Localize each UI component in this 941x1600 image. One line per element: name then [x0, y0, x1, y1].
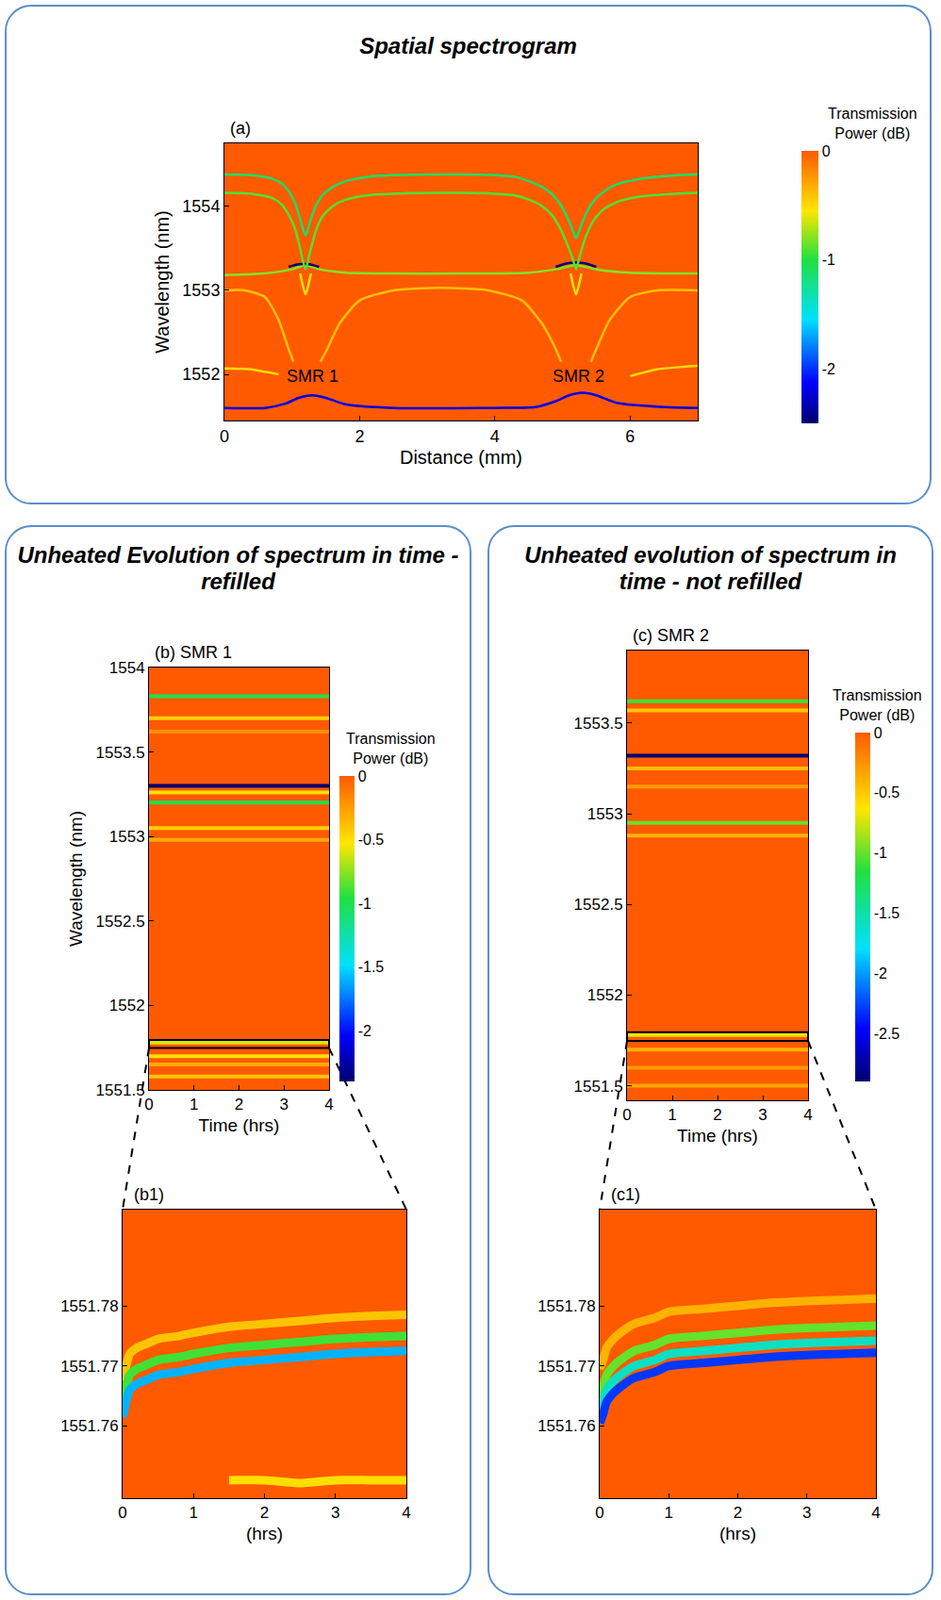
svg-text:3: 3: [330, 1503, 340, 1522]
svg-text:4: 4: [324, 1095, 333, 1114]
svg-text:Time (hrs): Time (hrs): [198, 1115, 281, 1136]
svg-text:1551.5: 1551.5: [574, 1077, 624, 1096]
svg-text:2: 2: [712, 1106, 722, 1124]
svg-text:1552: 1552: [181, 364, 220, 384]
svg-text:1552: 1552: [109, 996, 146, 1015]
svg-text:-2: -2: [874, 965, 888, 982]
svg-text:Wavelength (nm): Wavelength (nm): [66, 810, 86, 947]
svg-text:2: 2: [733, 1503, 743, 1522]
svg-text:1554: 1554: [181, 197, 220, 216]
svg-text:1553: 1553: [587, 805, 624, 824]
svg-text:1551.77: 1551.77: [60, 1357, 118, 1376]
svg-text:-1: -1: [358, 895, 372, 912]
svg-text:TransmissionPower (dB): TransmissionPower (dB): [346, 730, 436, 767]
svg-text:-1: -1: [822, 251, 836, 268]
html-text:Unheated Evolution of spectrum: Unheated Evolution of spectrum in time -…: [17, 542, 459, 595]
svg-text:(hrs): (hrs): [246, 1523, 283, 1544]
svg-text:0: 0: [117, 1503, 127, 1522]
svg-text:(c1): (c1): [610, 1185, 641, 1205]
svg-text:4: 4: [803, 1106, 812, 1124]
svg-text:TransmissionPower (dB): TransmissionPower (dB): [827, 105, 918, 142]
svg-text:SMR 1: SMR 1: [286, 366, 339, 386]
svg-text:4: 4: [490, 427, 500, 446]
svg-text:0: 0: [622, 1106, 631, 1124]
svg-text:1551.78: 1551.78: [537, 1297, 595, 1316]
svg-text:3: 3: [280, 1095, 289, 1114]
svg-text:0: 0: [594, 1503, 604, 1522]
svg-text:-2: -2: [358, 1023, 372, 1040]
svg-text:1553.5: 1553.5: [574, 714, 624, 733]
svg-text:(a): (a): [230, 118, 251, 138]
svg-text:1552.5: 1552.5: [96, 912, 146, 931]
svg-text:0: 0: [874, 725, 883, 742]
svg-text:6: 6: [625, 427, 635, 446]
svg-text:0: 0: [822, 143, 831, 160]
html-text:Unheated evolution of spectrum: Unheated evolution of spectrum in time -…: [524, 542, 897, 595]
svg-text:1553: 1553: [109, 827, 146, 846]
svg-text:SMR 2: SMR 2: [552, 366, 605, 386]
svg-text:1: 1: [189, 1503, 199, 1522]
svg-text:1552.5: 1552.5: [574, 895, 624, 914]
svg-text:1554: 1554: [109, 659, 146, 677]
svg-text:1551.78: 1551.78: [60, 1297, 118, 1316]
svg-text:-0.5: -0.5: [874, 784, 901, 801]
svg-text:(hrs): (hrs): [719, 1523, 757, 1544]
svg-text:1551.77: 1551.77: [537, 1357, 595, 1376]
svg-text:-1.5: -1.5: [874, 905, 901, 922]
svg-text:2: 2: [234, 1095, 244, 1114]
svg-text:0: 0: [219, 427, 230, 446]
svg-text:4: 4: [871, 1503, 880, 1522]
svg-text:3: 3: [802, 1503, 811, 1522]
svg-text:-1.5: -1.5: [358, 958, 385, 975]
svg-text:0: 0: [358, 768, 367, 785]
svg-text:1: 1: [189, 1095, 199, 1114]
svg-text:Wavelength (nm): Wavelength (nm): [151, 210, 173, 354]
svg-text:1551.5: 1551.5: [96, 1081, 146, 1100]
svg-text:-2: -2: [822, 361, 836, 378]
svg-text:0: 0: [144, 1095, 153, 1114]
svg-text:(b) SMR 1: (b) SMR 1: [154, 643, 232, 662]
svg-text:1552: 1552: [587, 986, 624, 1005]
html-text:Spatial spectrogram: Spatial spectrogram: [359, 33, 577, 59]
svg-text:TransmissionPower (dB): TransmissionPower (dB): [832, 687, 923, 724]
svg-text:1553: 1553: [181, 280, 220, 300]
svg-text:1551.76: 1551.76: [60, 1417, 118, 1436]
svg-text:2: 2: [354, 427, 364, 446]
svg-text:-0.5: -0.5: [358, 831, 385, 848]
svg-text:-2.5: -2.5: [874, 1025, 901, 1042]
svg-text:1553.5: 1553.5: [96, 743, 146, 762]
svg-text:-1: -1: [874, 844, 888, 861]
svg-text:1551.76: 1551.76: [537, 1417, 595, 1436]
svg-text:Time (hrs): Time (hrs): [676, 1125, 759, 1146]
svg-text:1: 1: [664, 1503, 674, 1522]
svg-text:3: 3: [758, 1106, 767, 1124]
svg-text:(b1): (b1): [133, 1185, 165, 1205]
svg-text:1: 1: [667, 1106, 677, 1124]
svg-text:(c) SMR 2: (c) SMR 2: [632, 626, 710, 645]
svg-text:2: 2: [260, 1503, 269, 1522]
svg-text:4: 4: [401, 1503, 411, 1522]
svg-text:Distance (mm): Distance (mm): [399, 446, 523, 468]
